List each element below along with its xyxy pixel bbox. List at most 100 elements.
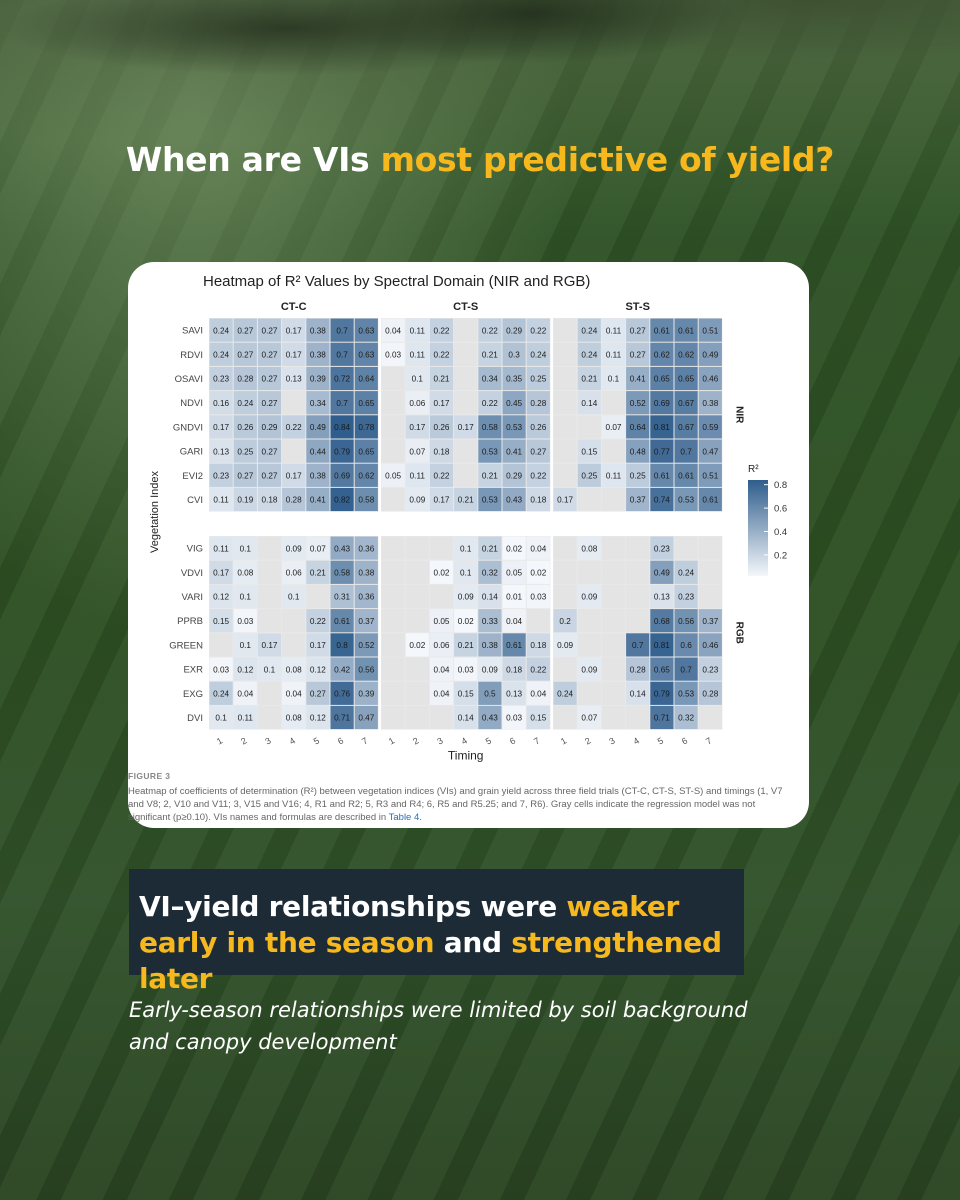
cell-value-label: 0.41	[310, 496, 326, 505]
heatmap-cell	[698, 584, 722, 609]
cell-value-label: 0.24	[581, 351, 597, 360]
heatmap-cell	[502, 560, 526, 584]
cell-value-label: 0.21	[482, 472, 498, 481]
cell-value-label: 0.07	[310, 544, 326, 553]
heatmap-cell	[698, 415, 722, 439]
heatmap-cell	[405, 705, 429, 730]
heatmap-cell	[282, 439, 306, 463]
cell-value-label: 0.19	[237, 496, 253, 505]
cell-value-label: 0.02	[458, 617, 474, 626]
heatmap-cell	[478, 705, 502, 730]
cell-value-label: 0.58	[358, 496, 374, 505]
heatmap-cell	[405, 487, 429, 512]
cell-value-label: 0.23	[654, 544, 670, 553]
heatmap-cell	[698, 705, 722, 730]
heatmap-cell	[626, 705, 650, 730]
heatmap-cell	[405, 560, 429, 584]
heatmap-cell	[233, 463, 257, 487]
heatmap-cell	[626, 681, 650, 705]
cell-value-label: 0.38	[310, 326, 326, 335]
cell-value-label: 0.07	[409, 447, 425, 456]
heatmap-cell	[381, 633, 405, 657]
index-label: DVI	[187, 713, 203, 724]
cell-value-label: 0.05	[506, 569, 522, 578]
heatmap-cell	[209, 681, 233, 705]
heatmap-cell	[502, 415, 526, 439]
heatmap-cell	[209, 633, 233, 657]
heatmap-cell	[381, 560, 405, 584]
cell-value-label: 0.24	[557, 690, 573, 699]
cell-value-label: 0.1	[240, 544, 252, 553]
heatmap-cell	[502, 366, 526, 391]
cell-value-label: 0.18	[434, 447, 450, 456]
cell-value-label: 0.48	[630, 447, 646, 456]
index-label: CVI	[187, 495, 203, 506]
heatmap-cell	[502, 584, 526, 609]
heatmap-cell	[553, 633, 577, 657]
x-tick-label: 7	[532, 735, 541, 746]
heatmap-cell	[650, 487, 674, 512]
heatmap-cell	[502, 391, 526, 415]
cell-value-label: 0.64	[630, 423, 646, 432]
heatmap-cell	[698, 463, 722, 487]
x-tick-label: 2	[583, 735, 592, 746]
x-tick-label: 7	[360, 735, 369, 746]
x-tick-label: 6	[508, 735, 517, 746]
heatmap-cell	[282, 415, 306, 439]
legend-tick-label: 0.2	[774, 550, 787, 561]
heatmap-cell	[698, 366, 722, 391]
heatmap-cell	[306, 439, 330, 463]
heatmap-cell	[626, 487, 650, 512]
cell-value-label: 0.04	[530, 544, 546, 553]
cell-value-label: 0.15	[581, 447, 597, 456]
heatmap-cell	[626, 560, 650, 584]
cell-value-label: 0.25	[530, 375, 546, 384]
heatmap-cell	[282, 342, 306, 366]
x-tick-label: 5	[656, 735, 665, 746]
banner-text-1: VI–yield relationships were	[139, 890, 567, 923]
heatmap-cell	[405, 318, 429, 342]
cell-value-label: 0.1	[460, 569, 472, 578]
caption-end: .	[419, 812, 422, 823]
heatmap-cell	[698, 391, 722, 415]
explanatory-subtext: Early-season relationships were limited …	[129, 998, 748, 1054]
cell-value-label: 0.07	[581, 714, 597, 723]
heatmap-cell	[454, 391, 478, 415]
cell-value-label: 0.61	[506, 641, 522, 650]
cell-value-label: 0.32	[678, 714, 694, 723]
heatmap-cell	[233, 609, 257, 633]
cell-value-label: 0.28	[237, 375, 253, 384]
cell-value-label: 0.47	[358, 714, 374, 723]
heatmap-cell	[674, 463, 698, 487]
heatmap-cell	[454, 536, 478, 560]
heatmap-cell	[209, 657, 233, 681]
heatmap-cell	[478, 560, 502, 584]
heatmap-cell	[429, 633, 454, 657]
cell-value-label: 0.36	[358, 593, 374, 602]
cell-value-label: 0.1	[412, 375, 424, 384]
heatmap-cell	[282, 657, 306, 681]
cell-value-label: 0.22	[530, 472, 546, 481]
cell-value-label: 0.13	[213, 447, 229, 456]
heatmap-cell	[601, 342, 626, 366]
heatmap-cell	[257, 415, 282, 439]
cell-value-label: 0.7	[632, 641, 644, 650]
heatmap-cell	[282, 633, 306, 657]
heatmap-cell	[405, 366, 429, 391]
cell-value-label: 0.17	[286, 351, 302, 360]
heatmap-cell	[674, 633, 698, 657]
index-label: EXG	[183, 689, 203, 700]
cell-value-label: 0.71	[654, 714, 670, 723]
cell-value-label: 0.21	[458, 641, 474, 650]
cell-value-label: 0.31	[334, 593, 350, 602]
heatmap-cell	[601, 415, 626, 439]
heatmap-cell	[354, 342, 378, 366]
heatmap-cell	[502, 536, 526, 560]
heatmap-cell	[553, 342, 577, 366]
heatmap-cell	[233, 391, 257, 415]
index-label: GARI	[180, 447, 203, 458]
table-4-link[interactable]: Table 4	[388, 812, 420, 823]
cell-value-label: 0.27	[237, 326, 253, 335]
heatmap-cell	[454, 366, 478, 391]
figure-caption: FIGURE 3 Heatmap of coefficients of dete…	[128, 770, 788, 824]
